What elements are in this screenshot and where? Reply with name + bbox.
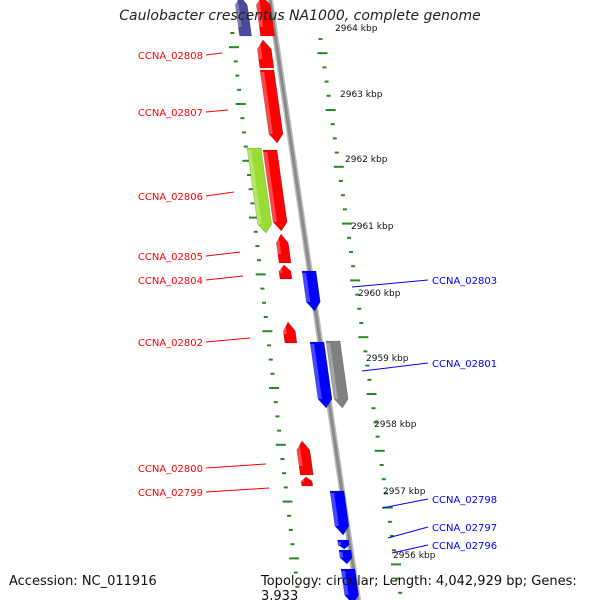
gene-label: CCNA_02799 — [138, 488, 203, 499]
gene-arrow-02801-pseudo — [325, 340, 349, 409]
kbp-label: 2959 kbp — [366, 354, 409, 364]
gene-arrow-02802-shade — [282, 324, 287, 334]
kbp-label: 2963 kbp — [340, 90, 383, 100]
gene-label: CCNA_02805 — [138, 252, 203, 263]
gene-arrow-02807 — [259, 69, 284, 144]
gene-arrow-02801 — [309, 341, 333, 409]
gene-arrow-02803 — [301, 270, 321, 312]
gene-label-line — [205, 337, 251, 343]
gene-arrow-02803-shade — [302, 273, 311, 302]
gene-label-line — [387, 526, 429, 539]
kbp-label: 2962 kbp — [345, 155, 388, 165]
kbp-label: 2964 kbp — [335, 24, 378, 34]
gene-arrow-bottom-shade — [341, 571, 349, 595]
gene-arrow-02801-shade — [310, 344, 322, 399]
gene-arrow-02799-shade — [300, 479, 305, 482]
kbp-label: 2957 kbp — [383, 487, 426, 497]
kbp-label: 2961 kbp — [351, 222, 394, 232]
gene-arrow-02799 — [300, 476, 314, 487]
gene-arrow-02798 — [329, 490, 350, 536]
gene-arrow-02797-shade — [337, 542, 342, 545]
gene-label-line — [205, 52, 223, 56]
gene-label: CCNA_02802 — [138, 338, 203, 349]
gene-arrow-02807-shade — [260, 72, 273, 134]
gene-label-line — [205, 463, 267, 469]
gene-label: CCNA_02797 — [432, 523, 497, 534]
gene-label-line — [351, 279, 429, 288]
gene-label: CCNA_02807 — [138, 108, 203, 119]
gene-arrow-02801-pseudo-shade — [326, 343, 338, 399]
gene-arrow-02805-shade — [275, 236, 282, 254]
tick-marks — [229, 32, 403, 594]
gene-arrow-02804 — [278, 264, 293, 280]
gene-arrow-02802 — [282, 321, 298, 344]
gene-label: CCNA_02808 — [138, 51, 203, 62]
gene-arrow-top-shade — [255, 0, 264, 27]
gene-label-line — [205, 251, 241, 257]
gene-arrow-02805 — [275, 233, 292, 264]
gene-arrow-02808-shade — [256, 42, 263, 59]
gene-label-line — [391, 544, 429, 554]
gene-arrow-02800 — [296, 440, 314, 476]
gene-arrow-02796-shade — [339, 552, 344, 558]
gene-arrow-02796 — [338, 549, 353, 565]
kbp-label: 2958 kbp — [374, 420, 417, 430]
gene-arrow-02797 — [337, 539, 350, 550]
gene-label: CCNA_02800 — [138, 464, 203, 475]
gene-arrow-02798-shade — [330, 493, 339, 526]
gene-arrow-02804-shade — [278, 267, 283, 273]
gene-arrows — [234, 0, 359, 600]
gene-label-line — [205, 487, 270, 493]
gene-arrow-02808 — [256, 39, 275, 69]
gene-arrow-top-left-shade — [234, 0, 242, 27]
gene-label-line — [361, 362, 429, 372]
gene-label-line — [381, 498, 429, 509]
gene-label: CCNA_02801 — [432, 359, 497, 370]
topology-text: Topology: circular; Length: 4,042,929 bp… — [261, 574, 577, 600]
gene-arrow-02806-green-shade — [247, 150, 262, 224]
kbp-label: 2956 kbp — [393, 551, 436, 561]
gene-arrow-02800-shade — [295, 443, 303, 466]
gene-label: CCNA_02796 — [432, 541, 497, 552]
gene-label-line — [205, 191, 235, 197]
gene-arrow-top — [255, 0, 275, 37]
gene-arrow-02806-green — [246, 147, 272, 234]
gene-label-line — [205, 109, 229, 113]
accession-text: Accession: NC_011916 — [9, 574, 157, 589]
gene-label: CCNA_02803 — [432, 276, 497, 287]
kbp-label: 2960 kbp — [358, 289, 401, 299]
gene-label: CCNA_02804 — [138, 276, 203, 287]
gene-label: CCNA_02806 — [138, 192, 203, 203]
gene-labels: CCNA_02808 CCNA_02807 CCNA_02806 CCNA_02805… — [138, 51, 497, 554]
gene-arrow-top-left — [234, 0, 252, 37]
gene-arrow-02806-red-shade — [263, 152, 277, 222]
kbp-labels: 2964 kbp 2963 kbp 2962 kbp 2961 kbp 2960 kbp… — [335, 24, 436, 561]
gene-label: CCNA_02798 — [432, 495, 497, 506]
gene-arrow-02806-red — [262, 149, 288, 232]
map-title: Caulobacter crescentus NA1000, complete … — [119, 8, 481, 24]
gene-label-line — [205, 275, 244, 281]
